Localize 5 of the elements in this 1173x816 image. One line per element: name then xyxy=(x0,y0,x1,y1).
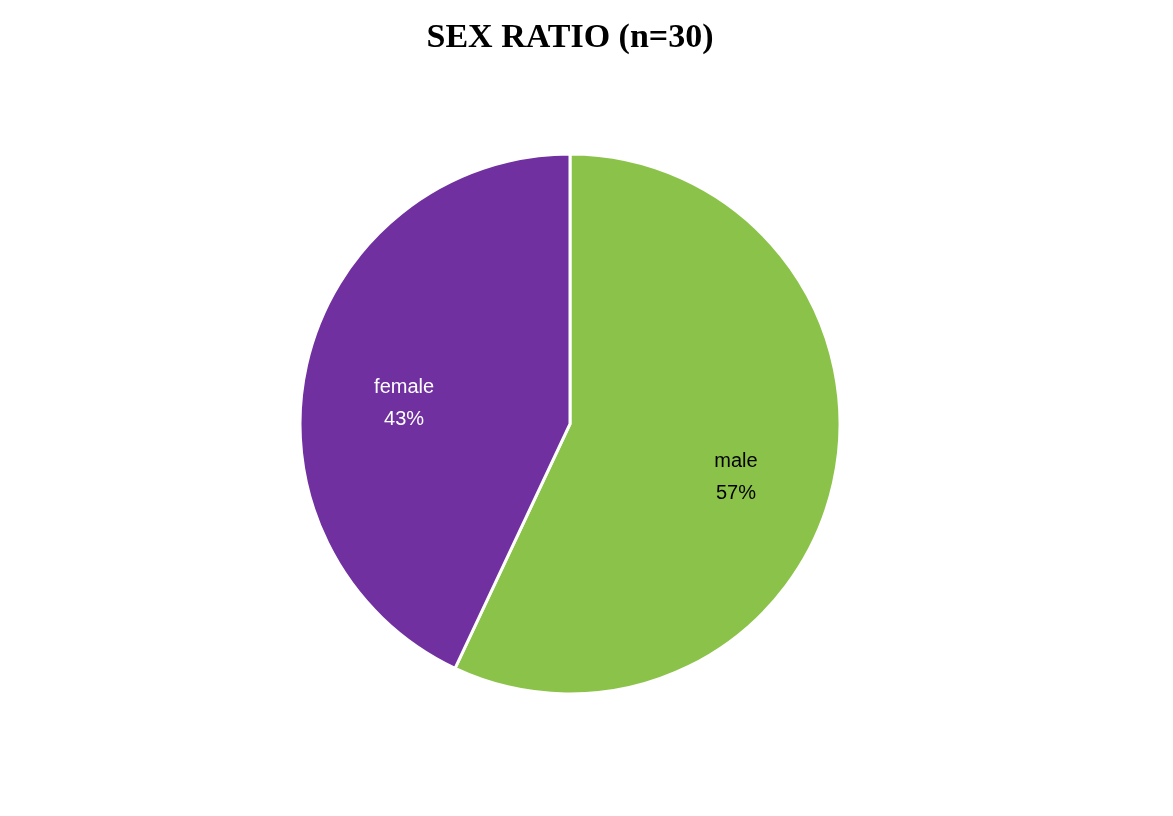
data-label: 43% xyxy=(384,406,425,429)
slice-label: female xyxy=(374,374,435,397)
data-label: 57% xyxy=(715,481,757,504)
chart-title: SEX RATIO (n=30) xyxy=(426,17,714,55)
slice-label: male xyxy=(714,449,758,472)
